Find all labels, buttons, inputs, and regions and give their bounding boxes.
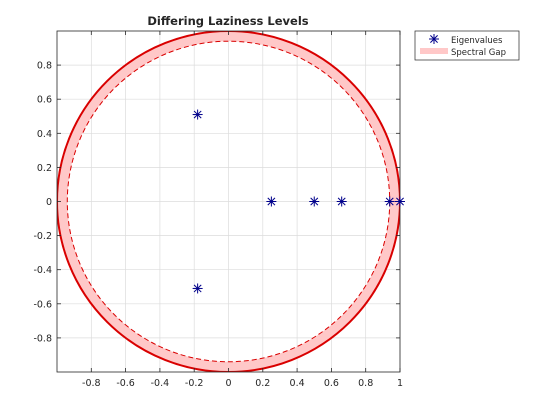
legend-box: [414, 30, 520, 61]
y-tick-label: 0.4: [37, 129, 52, 140]
x-tick-label: -0.2: [185, 378, 204, 389]
y-tick-label: 0.2: [37, 163, 52, 174]
x-tick-label: -0.6: [116, 378, 135, 389]
y-tick-label: -0.2: [33, 231, 52, 242]
y-tick-label: 0: [46, 197, 52, 208]
y-tick-label: 0.6: [37, 95, 52, 106]
eigenvalue-point: [336, 196, 347, 207]
eigenvalue-point: [192, 283, 203, 294]
x-tick-label: 0.2: [255, 378, 270, 389]
eigenvalue-point: [192, 109, 203, 120]
x-tick-labels: -0.8 -0.6 -0.4 -0.2 0 0.2 0.4 0.6 0.8 1: [82, 378, 403, 389]
x-tick-label: 0: [225, 378, 231, 389]
y-tick-label: -0.4: [33, 265, 52, 276]
eigenvalue-point: [309, 196, 320, 207]
y-tick-labels: -0.8 -0.6 -0.4 -0.2 0 0.2 0.4 0.6 0.8: [33, 61, 52, 345]
legend-asterisk-marker: [429, 34, 439, 44]
eigenvalue-markers: [192, 109, 405, 294]
legend-eigenvalues-asterisk-icon: [429, 34, 439, 44]
legend[interactable]: Eigenvalues Spectral Gap: [414, 30, 520, 61]
x-tick-label: 0.4: [290, 378, 305, 389]
y-tick-label: -0.8: [33, 333, 52, 344]
eigenvalue-point: [384, 196, 395, 207]
eigenvalue-point: [395, 196, 405, 207]
x-tick-label: -0.8: [82, 378, 101, 389]
legend-label-spectral-gap: Spectral Gap: [451, 48, 506, 58]
legend-label-eigenvalues: Eigenvalues: [451, 36, 503, 46]
legend-spectral-gap-swatch: [420, 48, 448, 54]
grid-lines: [57, 31, 401, 372]
x-tick-label: 0.6: [324, 378, 339, 389]
x-tick-label: 0.8: [358, 378, 373, 389]
y-tick-label: 0.8: [37, 61, 52, 72]
x-tick-label: 1: [397, 378, 403, 389]
eigenvalue-point: [266, 196, 277, 207]
tick-marks: [57, 31, 401, 372]
x-tick-label: -0.4: [151, 378, 170, 389]
chart-title: Differing Laziness Levels: [147, 14, 308, 28]
y-tick-label: -0.6: [33, 299, 52, 310]
